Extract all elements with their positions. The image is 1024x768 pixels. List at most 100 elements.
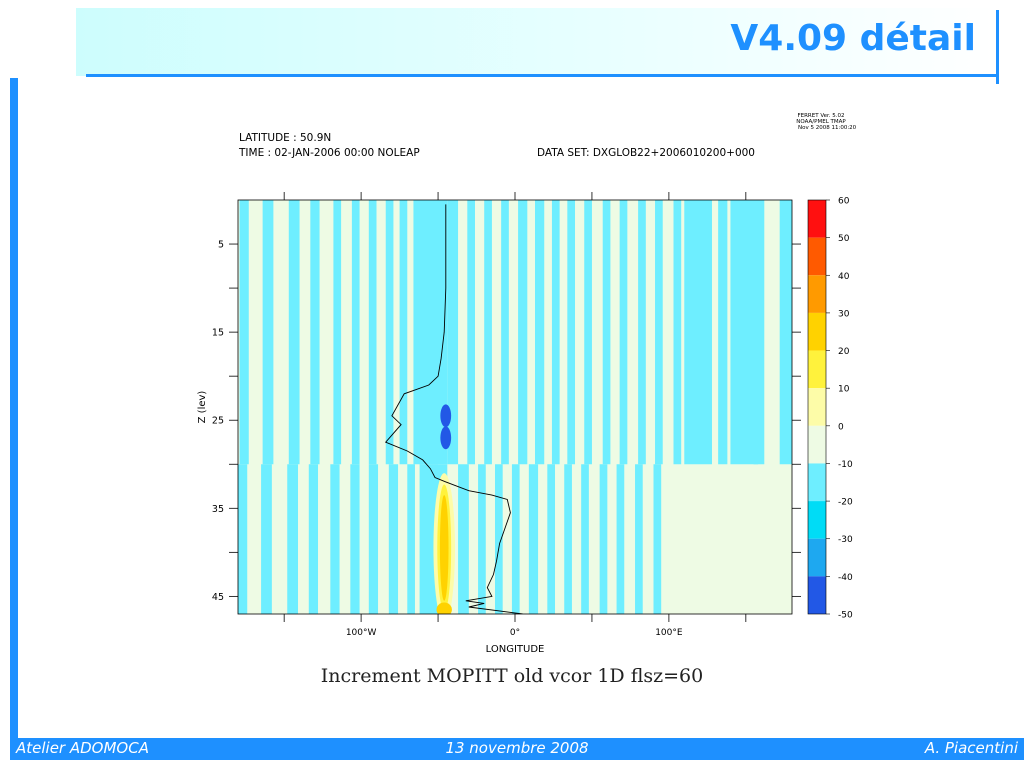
stripe-lower (388, 464, 399, 614)
header-vertical-rule (996, 10, 999, 84)
slide-title: V4.09 détail (730, 18, 976, 59)
colorbar-swatch (808, 275, 826, 313)
contour-blob (439, 495, 449, 601)
stripe-upper (467, 200, 475, 465)
header-band (76, 8, 996, 76)
stripe-upper (288, 200, 300, 465)
stripe-upper (673, 200, 682, 465)
colorbar-label: 50 (838, 234, 850, 244)
latitude-label: LATITUDE : 50.9N (239, 132, 331, 144)
colorbar: 60 50 40 30 20 10 0 -10 -20 -30 -40 -50 (807, 197, 853, 621)
stripe-upper (602, 200, 611, 465)
colorbar-swatch (808, 463, 826, 502)
stripe-lower (616, 464, 625, 614)
colorbar-label: 10 (838, 385, 850, 395)
plot-axes: 100°W 0° 100°E 5 15 25 35 45 (212, 192, 801, 638)
stripe-upper (399, 200, 408, 465)
footer-bar: 13 novembre 2008 Atelier ADOMOCA A. Piac… (10, 738, 1024, 760)
x-tick-label: 100°E (655, 628, 683, 638)
stripe-upper (310, 200, 320, 465)
stripe-upper (655, 200, 663, 465)
colorbar-label: 0 (838, 422, 844, 432)
stripe-lower (308, 464, 319, 614)
colorbar-label: 20 (838, 347, 850, 357)
stripe-lower (330, 464, 340, 614)
figure-caption: Increment MOPITT old vcor 1D flsz=60 (320, 665, 704, 687)
stripe-upper (518, 200, 528, 465)
colorbar-label: 30 (838, 309, 850, 319)
stripe-lower (528, 464, 539, 614)
colorbar-label: -20 (838, 498, 853, 508)
stripe-upper (753, 200, 765, 465)
colorbar-swatch (808, 200, 826, 238)
stripe-upper (718, 200, 728, 465)
colorbar-swatch (808, 501, 826, 539)
y-tick-label: 15 (212, 328, 224, 339)
contour-blob (436, 602, 452, 614)
stripe-lower (494, 464, 503, 614)
colorbar-swatch (808, 576, 826, 614)
stripe-lower (599, 464, 608, 614)
colorbar-label: -50 (838, 611, 853, 621)
y-tick-label: 5 (218, 240, 224, 251)
x-tick-label: 100°W (346, 628, 377, 638)
stripe-upper (333, 200, 342, 465)
contour-blob (440, 404, 452, 428)
stripe-upper (619, 200, 628, 465)
x-axis-label: LONGITUDE (486, 644, 545, 655)
footer-event: Atelier ADOMOCA (16, 739, 149, 757)
left-accent-bar (10, 78, 18, 738)
footer-author: A. Piacentini (924, 739, 1018, 757)
stripe-lower (511, 464, 520, 614)
stripe-upper (584, 200, 592, 465)
colorbar-label: -30 (838, 535, 853, 545)
y-tick-label: 25 (212, 416, 224, 427)
stripe-lower (407, 464, 415, 614)
stripe-upper (551, 200, 560, 465)
stripe-lower (287, 464, 299, 614)
stripe-lower (478, 464, 486, 614)
stripe-upper (385, 200, 394, 465)
stripe-lower (547, 464, 556, 614)
stripe-upper (447, 200, 459, 465)
stripe-lower (581, 464, 589, 614)
ferret-date: Nov 5 2008 11:00:20 (798, 125, 857, 131)
contour-plot: FERRET Ver. 5.02 NOAA/PMEL TMAP Nov 5 20… (197, 113, 857, 655)
colorbar-swatch (808, 538, 826, 577)
stripe-lower (350, 464, 360, 614)
stripe-upper (368, 200, 377, 465)
stripe-lower (261, 464, 272, 614)
time-label: TIME : 02-JAN-2006 00:00 NOLEAP (238, 147, 420, 159)
stripe-lower (458, 464, 469, 614)
footer-date: 13 novembre 2008 (445, 739, 589, 757)
y-axis-label: Z (lev) (197, 391, 208, 424)
stripe-lower (564, 464, 572, 614)
colorbar-label: 60 (838, 197, 850, 207)
wide-band-upper (684, 200, 712, 465)
contour-field (238, 200, 792, 614)
ferret-org: NOAA/PMEL TMAP (796, 119, 846, 125)
x-tick-label: 0° (510, 628, 520, 638)
y-tick-label: 45 (212, 592, 224, 603)
dataset-label: DATA SET: DXGLOB22+2006010200+000 (537, 147, 755, 159)
colorbar-frame (807, 199, 827, 615)
stripe-upper (535, 200, 545, 465)
colorbar-label: -10 (838, 460, 853, 470)
stripe-upper (484, 200, 492, 465)
profile-line (384, 204, 523, 614)
header-rule (86, 74, 998, 77)
colorbar-label: 40 (838, 272, 850, 282)
stripe-lower (653, 464, 662, 614)
wide-band-upper (730, 200, 759, 465)
colorbar-swatch (808, 237, 826, 276)
colorbar-swatch (808, 312, 826, 351)
stripe-upper (413, 200, 423, 465)
stripe-upper (567, 200, 576, 465)
stripe-lower (635, 464, 643, 614)
stripe-upper (351, 200, 360, 465)
y-tick-label: 35 (212, 504, 224, 515)
colorbar-swatch (808, 350, 826, 389)
stripe-lower (368, 464, 379, 614)
colorbar-label: -40 (838, 573, 853, 583)
stripe-lower (238, 464, 248, 614)
